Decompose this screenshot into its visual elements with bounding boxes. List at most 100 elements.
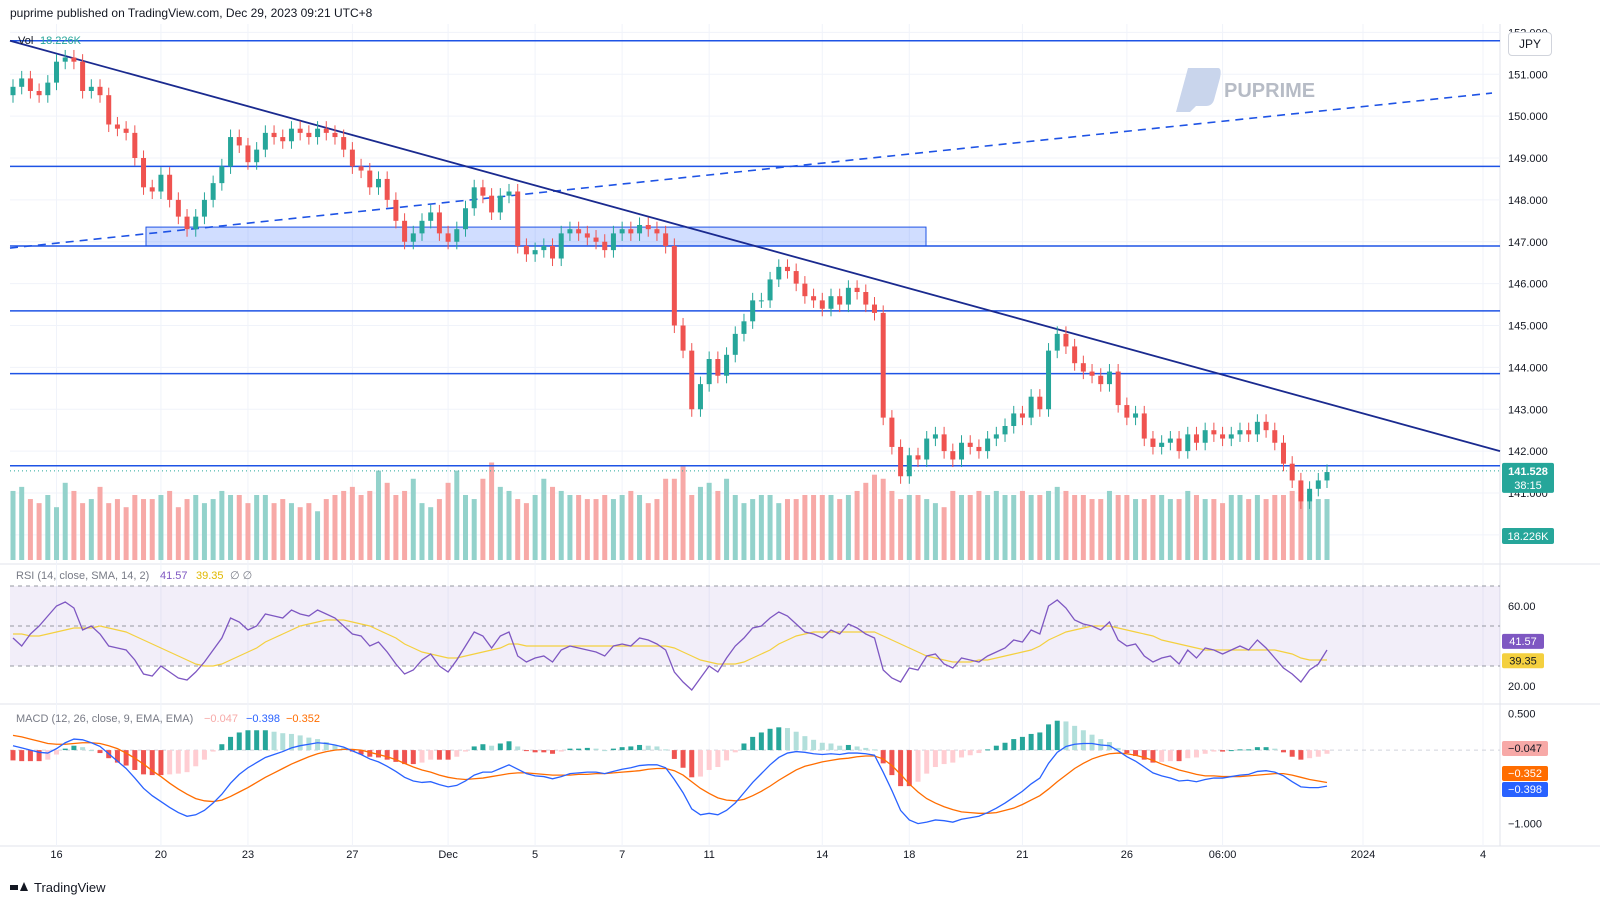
volume-bar — [523, 503, 529, 560]
candle-body — [236, 137, 242, 146]
candle-body — [1159, 442, 1165, 447]
volume-bar — [454, 470, 460, 560]
tradingview-label: TradingView — [34, 880, 106, 895]
time-axis-tick: 7 — [619, 849, 625, 861]
candle-body — [349, 149, 355, 167]
macd-badge: −0.398 — [1508, 784, 1542, 796]
volume-bar — [10, 490, 16, 560]
volume-bar — [724, 478, 730, 560]
candle-body — [80, 61, 86, 91]
macd-histogram-bar — [924, 750, 930, 774]
macd-histogram-bar — [1028, 733, 1034, 751]
volume-bar — [506, 490, 512, 560]
price-axis-tick: 146.000 — [1508, 279, 1548, 291]
candle-body — [1298, 480, 1304, 502]
volume-bar — [645, 503, 651, 560]
tradingview-logo[interactable]: TradingView — [10, 880, 106, 895]
candle-body — [219, 166, 225, 184]
currency-button[interactable]: JPY — [1508, 32, 1552, 56]
macd-histogram-bar — [1176, 750, 1182, 762]
candle-body — [288, 128, 294, 142]
macd-histogram-bar — [54, 750, 60, 755]
macd-histogram-bar — [1141, 750, 1147, 760]
candle-body — [193, 216, 199, 230]
volume-bar — [793, 499, 799, 560]
volume-bar — [880, 478, 886, 560]
candle-body — [141, 158, 147, 188]
candle-body — [880, 312, 886, 418]
macd-histogram-bar — [619, 747, 625, 751]
macd-histogram-bar — [1150, 750, 1156, 763]
macd-histogram-bar — [506, 741, 512, 751]
price-badge-bg — [1502, 462, 1554, 493]
macd-histogram-bar — [550, 750, 556, 754]
volume-bar — [367, 490, 373, 560]
macd-histogram-bar — [1011, 739, 1017, 751]
volume-bar — [863, 482, 869, 560]
volume-bar — [71, 490, 77, 560]
candle-body — [436, 212, 442, 234]
volume-bar — [193, 495, 199, 560]
volume-bar — [288, 503, 294, 560]
candle-body — [1315, 480, 1321, 489]
volume-bar — [141, 499, 147, 560]
macd-histogram-bar — [758, 732, 764, 751]
volume-bar — [410, 478, 416, 560]
macd-histogram-bar — [1220, 750, 1226, 752]
volume-bar — [828, 495, 834, 560]
candle-body — [428, 212, 434, 221]
volume-bar — [306, 503, 312, 560]
macd-histogram-bar — [1202, 750, 1208, 754]
macd-histogram-bar — [776, 727, 782, 751]
candle-body — [1019, 413, 1025, 418]
macd-histogram-bar — [941, 750, 947, 765]
macd-histogram-bar — [393, 750, 399, 762]
candle-body — [419, 220, 425, 234]
candle-body — [228, 137, 234, 167]
candle-body — [1106, 371, 1112, 385]
candle-body — [784, 266, 790, 272]
macd-histogram-bar — [410, 750, 416, 765]
candle-body — [845, 287, 851, 305]
candle-body — [602, 241, 608, 251]
volume-bar — [489, 462, 495, 560]
macd-histogram-bar — [593, 748, 599, 751]
macd-histogram-bar — [811, 739, 817, 751]
volume-bar — [1307, 495, 1313, 560]
rsi-axis-tick: 20.00 — [1508, 681, 1536, 693]
time-axis-tick: 18 — [903, 849, 915, 861]
volume-bar — [602, 495, 608, 560]
volume-bar — [732, 495, 738, 560]
volume-bar — [671, 478, 677, 560]
macd-histogram-bar — [288, 733, 294, 751]
volume-bar — [132, 495, 138, 560]
volume-bar — [106, 503, 112, 560]
candle-body — [62, 57, 68, 62]
volume-bar — [1289, 490, 1295, 560]
volume-bar — [158, 495, 164, 560]
candle-body — [576, 229, 582, 234]
macd-histogram-bar — [915, 750, 921, 782]
candle-body — [671, 245, 677, 326]
macd-label: MACD (12, 26, close, 9, EMA, EMA) — [16, 713, 193, 725]
macd-histogram-bar — [541, 750, 547, 753]
price-axis-tick: 143.000 — [1508, 404, 1548, 416]
volume-bar — [610, 499, 616, 560]
candle-body — [811, 296, 817, 301]
time-axis-tick: 14 — [816, 849, 828, 861]
candle-body — [750, 300, 756, 322]
candle-body — [1246, 430, 1252, 435]
puprime-logo-icon — [1176, 68, 1221, 112]
macd-histogram-bar — [236, 732, 242, 751]
volume-bar — [1315, 499, 1321, 560]
volume-bar — [175, 507, 181, 560]
macd-histogram-bar — [950, 750, 956, 763]
candle-body — [1220, 434, 1226, 439]
volume-bar — [1019, 490, 1025, 560]
candle-body — [323, 128, 329, 133]
candle-body — [1028, 396, 1034, 418]
macd-histogram-bar — [750, 736, 756, 751]
volume-bar — [262, 495, 268, 560]
candle-body — [201, 199, 207, 217]
